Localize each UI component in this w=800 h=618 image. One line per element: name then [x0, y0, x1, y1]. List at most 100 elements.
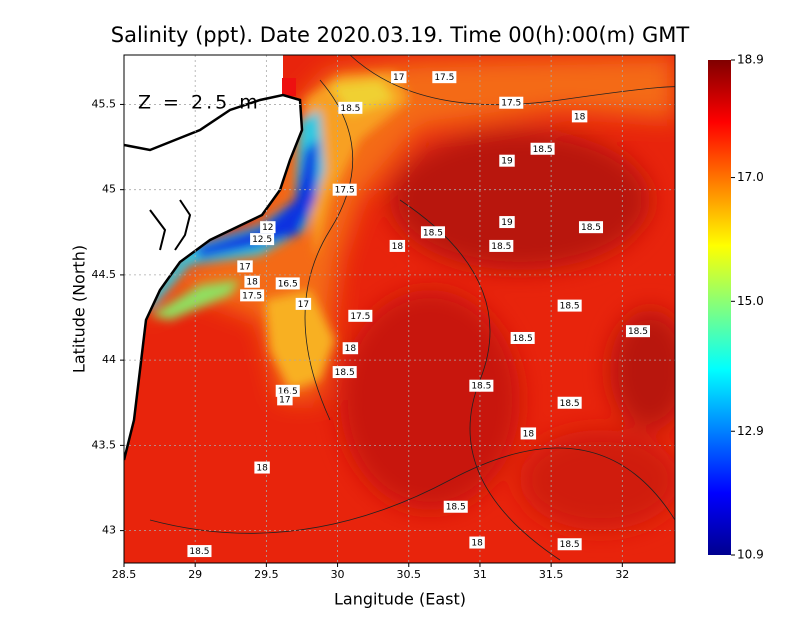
colorbar-tick-label: 15.0 [737, 294, 764, 308]
contour-label-box [332, 183, 357, 196]
y-tick-label: 45.5 [92, 97, 117, 110]
contour-label-box [489, 239, 514, 252]
title: Salinity (ppt). Date 2020.03.19. Time 00… [111, 23, 690, 47]
contour-label-box [277, 393, 293, 406]
contour-label-box [578, 221, 604, 234]
contour-label: 17.5 [501, 99, 521, 109]
contour-label-box [469, 536, 485, 549]
contour-label: 18 [574, 112, 586, 122]
x-tick-label: 29 [188, 568, 202, 581]
contour-label: 18.5 [335, 368, 355, 378]
contour-label-box [625, 325, 651, 338]
contour-label: 18 [345, 344, 357, 354]
contour-label-box [342, 342, 359, 355]
contour-label-box [295, 297, 312, 310]
y-tick-label: 44.5 [92, 268, 117, 281]
contour-label-box [499, 154, 515, 167]
contour-label: 17.5 [242, 291, 262, 301]
contour-label-box [244, 275, 260, 288]
y-tick-label: 45 [102, 183, 116, 196]
contour-label-box [332, 366, 357, 379]
y-tick-label: 44 [102, 353, 116, 366]
contour-label-box [557, 538, 582, 551]
contour-label: 19 [501, 157, 513, 167]
colorbar-tick-label: 17.0 [737, 170, 764, 184]
contour-label: 19 [501, 218, 513, 228]
y-tick-label: 43.5 [92, 438, 117, 451]
x-axis-label: Langitude (East) [334, 590, 466, 609]
contour-label: 17 [279, 395, 290, 405]
x-tick-label: 32 [615, 568, 629, 581]
contour-label-box [571, 110, 588, 123]
contour-label-box [250, 233, 275, 246]
contour-label: 16.5 [278, 387, 298, 397]
contour-label-box [275, 277, 300, 290]
colorbar-tick-label: 10.9 [737, 548, 764, 562]
field [124, 55, 675, 563]
contour-label-box [432, 71, 457, 84]
contour-label: 18.5 [560, 399, 580, 409]
contour-label: 18.5 [513, 334, 533, 344]
contour-label-box [557, 299, 582, 312]
x-tick-label: 31 [473, 568, 487, 581]
contour-label: 18.5 [533, 145, 553, 155]
plot-frame [123, 54, 676, 564]
contour-label-box [391, 71, 407, 84]
contour-label: 18.5 [628, 327, 648, 337]
contour-label: 17.5 [434, 73, 454, 83]
contour-label: 12 [262, 223, 273, 233]
contour-label: 18.5 [491, 242, 511, 252]
contour-label-box [469, 379, 494, 392]
contour-label-box [338, 101, 363, 114]
contour-label: 18.5 [581, 223, 601, 233]
contour-label-box [348, 309, 373, 322]
contour-label-box [420, 226, 445, 239]
colorbar-tick-label: 18.9 [737, 53, 764, 67]
contour-label: 17 [393, 73, 404, 83]
contour-label: 16.5 [278, 279, 298, 289]
contour-label: 12.5 [252, 235, 272, 245]
contour-label: 18 [392, 242, 404, 252]
contour-label: 17.5 [350, 312, 370, 322]
colorbar-tick-label: 12.9 [737, 424, 764, 438]
contour-label: 18.5 [189, 547, 209, 557]
contour-label-box [499, 96, 524, 109]
contour-label: 18 [256, 464, 268, 474]
contour-label: 18.5 [423, 228, 443, 238]
contour-label: 18 [246, 278, 258, 288]
colorbar [708, 60, 731, 555]
contour-label: 18.5 [340, 104, 360, 114]
contour-label: 17.5 [335, 186, 355, 196]
contour-label-box [187, 545, 212, 558]
x-tick-label: 30 [331, 568, 345, 581]
contour-label: 18.5 [446, 503, 466, 513]
contour-label-box [260, 221, 276, 234]
x-tick-label: 30.5 [397, 568, 422, 581]
contour-label-box [510, 331, 535, 344]
contour-label-box [499, 216, 515, 229]
contour-label: 17 [239, 262, 250, 272]
contour-label-box [557, 396, 582, 409]
x-tick-label: 28.5 [112, 568, 137, 581]
contour-label: 18.5 [560, 302, 580, 312]
contour-label: 18.5 [471, 382, 491, 392]
contour-label-box [443, 500, 468, 513]
contour-label: 18 [471, 539, 483, 549]
depth-annotation: Z = 2.5 m [138, 92, 261, 114]
contour-label-box [254, 461, 270, 474]
contour-label: 18.5 [560, 540, 580, 550]
x-tick-label: 31.5 [539, 568, 564, 581]
y-tick-label: 43 [102, 524, 116, 537]
x-tick-label: 29.5 [254, 568, 279, 581]
contour-label: 18 [523, 429, 535, 439]
grid [123, 55, 675, 563]
contour-label-box [237, 260, 253, 273]
contour-label-box [389, 239, 406, 252]
contour-label-box [240, 289, 265, 302]
contour-label-box [520, 427, 537, 440]
y-axis-label: Latitude (North) [70, 245, 89, 373]
contour-label-box [530, 142, 555, 155]
contour-label: 17 [298, 300, 309, 310]
